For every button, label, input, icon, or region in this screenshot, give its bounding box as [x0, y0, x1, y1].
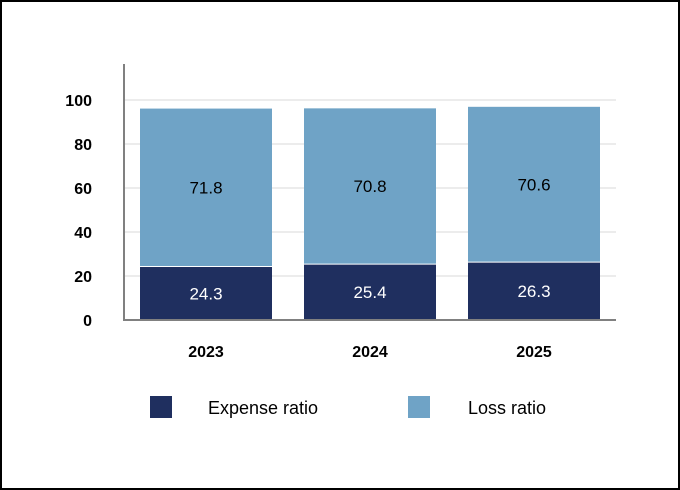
bar-expense-ratio-2025 — [468, 262, 600, 320]
legend-label-expense-ratio: Expense ratio — [208, 398, 318, 418]
bar-loss-ratio-2024 — [304, 108, 436, 265]
data-label-loss-ratio-2024: 70.8 — [353, 177, 386, 196]
data-label-expense-ratio-2023: 24.3 — [189, 284, 222, 303]
y-tick-label-60: 60 — [74, 181, 92, 198]
x-tick-label-2025: 2025 — [516, 344, 552, 361]
x-tick-label-2023: 2023 — [188, 344, 224, 361]
data-label-expense-ratio-2025: 26.3 — [517, 282, 550, 301]
data-label-expense-ratio-2024: 25.4 — [353, 283, 386, 302]
bar-loss-ratio-2025 — [468, 106, 600, 263]
legend-label-loss-ratio: Loss ratio — [468, 398, 546, 418]
bar-loss-ratio-2023 — [140, 108, 272, 267]
legend-swatch-loss-ratio — [408, 396, 430, 418]
data-label-loss-ratio-2025: 70.6 — [517, 175, 550, 194]
legend-swatch-expense-ratio — [150, 396, 172, 418]
y-tick-label-100: 100 — [65, 93, 92, 110]
bar-expense-ratio-2024 — [304, 264, 436, 320]
data-label-loss-ratio-2023: 71.8 — [189, 179, 222, 198]
y-tick-label-40: 40 — [74, 225, 92, 242]
y-tick-label-0: 0 — [83, 313, 92, 330]
bar-expense-ratio-2023 — [140, 266, 272, 320]
bars: 24.3 71.8 25.4 70.8 26.3 70.6 — [140, 106, 600, 320]
axes: 0 20 40 60 80 100 2023 2024 2025 — [65, 64, 616, 361]
x-tick-label-2024: 2024 — [352, 344, 388, 361]
y-tick-label-80: 80 — [74, 137, 92, 154]
y-tick-label-20: 20 — [74, 269, 92, 286]
legend: Expense ratio Loss ratio — [150, 396, 546, 418]
